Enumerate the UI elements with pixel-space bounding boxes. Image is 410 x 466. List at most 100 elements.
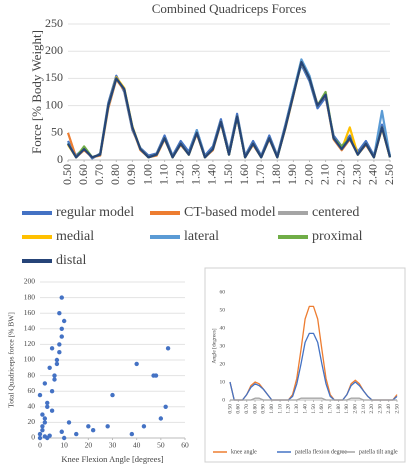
x-tick-label: 0 [38, 441, 42, 450]
scatter-point [37, 435, 43, 441]
scatter-point [86, 424, 91, 429]
scatter-point [141, 424, 147, 429]
y-tick-label: 60 [28, 386, 36, 395]
y-tick-label: 50 [220, 307, 226, 313]
x-tick-label: 1.70 [327, 404, 333, 414]
y-tick-label: 50 [51, 125, 63, 139]
series-line [67, 61, 392, 159]
series-line [67, 61, 392, 159]
legend-label: distal [56, 253, 86, 268]
x-tick-label: 1.50 [311, 404, 317, 414]
x-tick-label: 1.40 [205, 164, 219, 185]
x-tick-label: 0.80 [108, 164, 122, 185]
legend-label: centered [312, 205, 359, 220]
y-tick-label: 200 [45, 43, 63, 57]
scatter-point [45, 404, 50, 409]
scatter-point [54, 361, 60, 367]
x-tick-label: 2.30 [350, 164, 364, 185]
x-tick-label: 0.70 [244, 404, 250, 414]
scatter-point [66, 420, 72, 425]
y-tick-label: 20 [220, 361, 226, 367]
legend-label: regular model [56, 205, 134, 220]
x-tick-label: 50 [157, 441, 165, 450]
y-tick-label: 30 [220, 343, 226, 349]
x-tick-label: 2.30 [378, 404, 384, 414]
x-tick-label: 1.10 [156, 164, 170, 185]
y-tick-label: 100 [45, 97, 63, 111]
legend-label: knee angle [231, 449, 257, 455]
y-tick-label: 140 [24, 324, 36, 333]
x-tick-label: 2.00 [301, 164, 315, 185]
x-tick-label: 2.40 [386, 404, 392, 414]
series-line [67, 58, 392, 159]
y-tick-label: 200 [24, 277, 36, 286]
x-tick-label: 0.70 [92, 164, 106, 185]
scatter-point [59, 326, 64, 331]
x-tick-label: 2.50 [382, 164, 396, 185]
y-tick-label: 10 [220, 379, 226, 385]
x-tick-label: 2.00 [353, 404, 359, 414]
panel-border [204, 267, 406, 463]
scatter-point [42, 420, 48, 425]
x-tick-label: 2.20 [333, 164, 347, 185]
scatter-point [37, 392, 43, 398]
legend-label: patella flexion degree [295, 448, 347, 455]
x-tick-label: 2.40 [366, 164, 380, 185]
x-tick-label: 1.20 [172, 164, 186, 185]
x-axis-label: Knee Flexion Angle [degrees] [61, 454, 163, 464]
scatter-point [42, 416, 48, 421]
x-tick-label: 40 [133, 441, 141, 450]
y-tick-label: 180 [24, 292, 36, 301]
y-tick-label: 20 [28, 417, 36, 426]
scatter-point [52, 373, 57, 378]
scatter-point [45, 400, 50, 406]
y-tick-label: 40 [220, 325, 226, 331]
scatter-point [153, 373, 159, 378]
scatter-point [74, 431, 79, 437]
x-tick-label: 20 [85, 441, 93, 450]
scatter-point [105, 424, 110, 429]
x-tick-label: 1.80 [336, 404, 342, 414]
x-tick-label: 1.60 [319, 404, 325, 414]
scatter-point [59, 295, 64, 300]
scatter-point [49, 408, 55, 413]
x-tick-label: 1.80 [269, 164, 283, 185]
legend-label: patella tilt angle [359, 449, 398, 455]
x-tick-label: 1.00 [269, 404, 275, 414]
x-tick-label: 1.60 [237, 164, 251, 185]
scatter-point [40, 424, 45, 429]
scatter-point [52, 377, 57, 382]
scatter-point [42, 381, 48, 386]
y-tick-label: 160 [24, 308, 36, 317]
x-tick-label: 2.50 [394, 404, 400, 414]
x-tick-label: 1.50 [221, 164, 235, 185]
y-tick-label: 250 [45, 16, 63, 30]
chart-title: Combined Quadriceps Forces [152, 1, 307, 16]
scatter-point [47, 365, 52, 370]
y-tick-label: 100 [24, 355, 36, 364]
x-tick-label: 0.80 [252, 404, 258, 414]
x-tick-label: 60 [181, 441, 189, 450]
series-line [229, 305, 398, 401]
scatter-point [57, 311, 62, 316]
x-tick-label: 0.50 [60, 164, 74, 185]
x-tick-label: 1.00 [140, 164, 154, 185]
legend-label: medial [56, 229, 94, 244]
scatter-point [59, 429, 64, 434]
series-line [229, 332, 398, 401]
x-tick-label: 30 [109, 441, 117, 450]
scatter-point [37, 431, 43, 437]
scatter-point [90, 428, 96, 433]
scatter-point [45, 435, 50, 441]
scatter-point [61, 435, 67, 441]
y-tick-label: 60 [220, 289, 226, 295]
x-tick-label: 1.70 [253, 164, 267, 185]
x-tick-label: 10 [60, 441, 68, 450]
x-tick-label: 2.20 [369, 404, 375, 414]
scatter-point [163, 404, 168, 409]
x-tick-label: 0.60 [236, 404, 242, 414]
x-tick-label: 1.30 [294, 404, 300, 414]
scatter-point [110, 392, 115, 398]
series-line [230, 397, 397, 401]
